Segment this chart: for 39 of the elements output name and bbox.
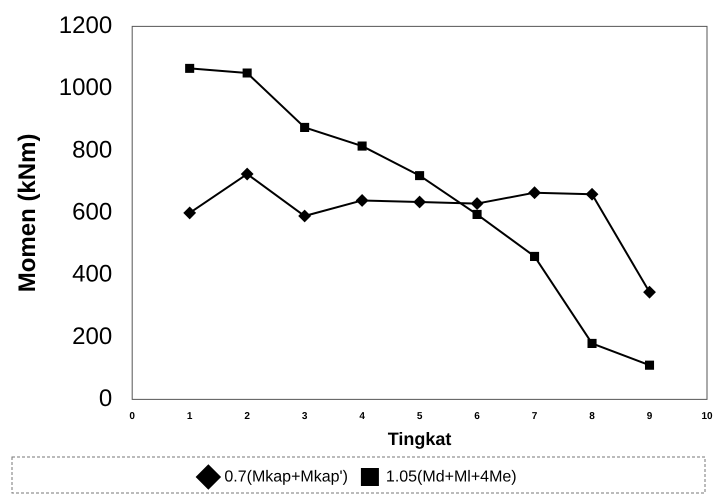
x-tick-label: 2	[244, 411, 250, 422]
y-tick-label: 400	[72, 260, 112, 288]
legend-label: 1.05(Md+Ml+4Me)	[386, 468, 517, 486]
point	[356, 194, 368, 206]
point	[414, 196, 426, 208]
point	[415, 171, 424, 180]
point	[300, 122, 310, 132]
point	[528, 186, 541, 199]
point	[298, 210, 311, 222]
y-tick-label: 200	[72, 322, 112, 350]
x-tick-label: 6	[474, 411, 480, 422]
point	[242, 68, 252, 78]
x-axis-title: Tingkat	[388, 429, 452, 450]
point	[358, 142, 367, 151]
x-tick-label: 1	[186, 411, 193, 422]
point	[472, 210, 482, 219]
x-tick-label: 5	[416, 411, 423, 422]
x-tick-label: 4	[359, 411, 366, 422]
y-tick-label: 1000	[58, 74, 112, 102]
y-tick-label: 600	[72, 198, 112, 226]
point	[530, 252, 540, 261]
x-tick-label: 0	[129, 411, 136, 422]
point	[644, 286, 656, 298]
legend-label: 0.7(Mkap+Mkap')	[224, 468, 348, 486]
x-tick-label: 9	[646, 411, 653, 422]
point	[471, 198, 484, 210]
point	[586, 188, 598, 200]
point	[241, 168, 254, 180]
x-tick-label: 3	[302, 411, 308, 422]
y-axis-title: Momen (kNm)	[14, 134, 42, 292]
x-tick-label: 10	[701, 411, 713, 422]
point	[644, 360, 654, 370]
y-tick-label: 800	[72, 136, 112, 164]
point	[185, 64, 194, 73]
x-tick-label: 7	[532, 411, 538, 422]
x-tick-label: 8	[589, 411, 596, 422]
y-tick-label: 1200	[58, 12, 112, 40]
point	[184, 206, 196, 219]
point	[588, 338, 597, 348]
